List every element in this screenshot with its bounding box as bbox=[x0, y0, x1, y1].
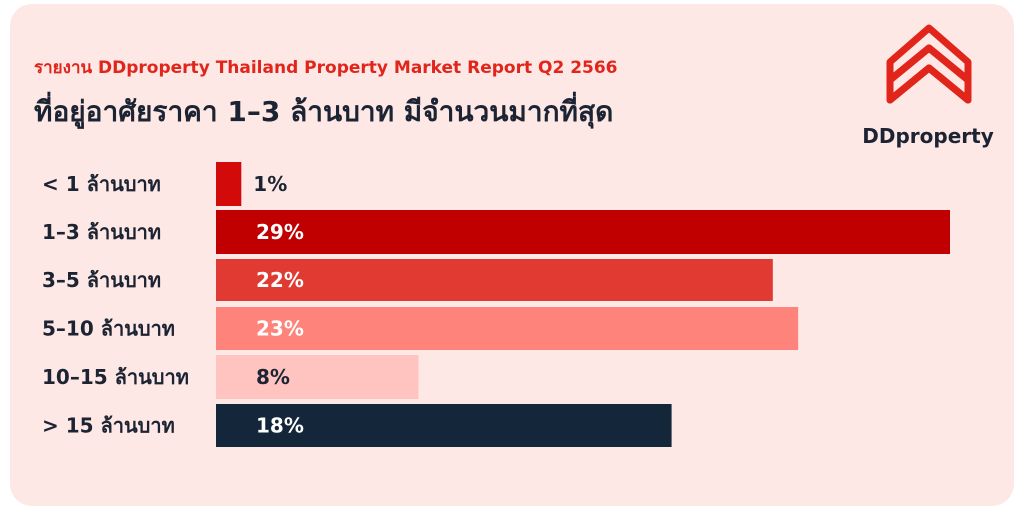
brand-logo: DDproperty bbox=[858, 22, 998, 150]
value-label-4: 8% bbox=[256, 365, 290, 389]
bar-3 bbox=[216, 307, 799, 350]
value-label-5: 18% bbox=[256, 414, 304, 438]
value-label-1: 29% bbox=[256, 220, 304, 244]
ddproperty-house-logo-icon bbox=[886, 24, 972, 104]
chart-title: ที่อยู่อาศัยราคา 1–3 ล้านบาท มีจำนวนมากท… bbox=[34, 95, 614, 128]
category-label-5: > 15 ล้านบาท bbox=[42, 414, 175, 438]
value-label-2: 22% bbox=[256, 268, 304, 292]
value-label-0: 1% bbox=[253, 172, 287, 196]
category-label-4: 10–15 ล้านบาท bbox=[42, 365, 189, 389]
bar-0 bbox=[216, 162, 242, 206]
bar-1 bbox=[216, 210, 950, 254]
value-label-3: 23% bbox=[256, 317, 304, 341]
brand-name: DDproperty bbox=[862, 124, 994, 148]
category-label-1: 1–3 ล้านบาท bbox=[42, 220, 161, 244]
bar-4 bbox=[216, 355, 419, 399]
category-label-3: 5–10 ล้านบาท bbox=[42, 317, 175, 341]
category-label-2: 3–5 ล้านบาท bbox=[42, 268, 161, 292]
report-subtitle: รายงาน DDproperty Thailand Property Mark… bbox=[34, 58, 618, 78]
category-label-0: < 1 ล้านบาท bbox=[42, 172, 161, 196]
bar-2 bbox=[216, 259, 773, 301]
bar-5 bbox=[216, 404, 672, 447]
